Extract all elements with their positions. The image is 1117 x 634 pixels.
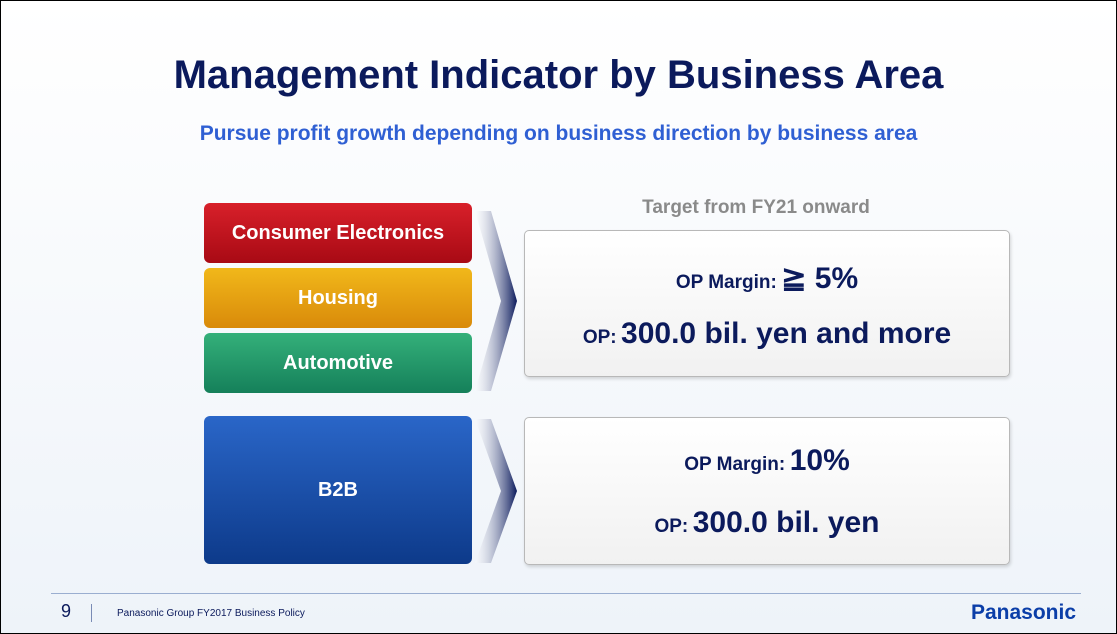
margin-line: OP Margin: 10% [525, 444, 1009, 478]
title: Management Indicator by Business Area [173, 53, 944, 97]
arrows [475, 211, 517, 563]
target-box: OP Margin: ≧ 5% OP: 300.0 bil. yen and m… [524, 230, 1010, 377]
label: OP: [582, 327, 617, 348]
segment-housing: Housing [204, 268, 472, 328]
footer-line [51, 593, 1081, 594]
arrow [475, 211, 517, 391]
segment-b2b: B2B [204, 416, 472, 564]
target-label: Target from FY21 onward [642, 197, 870, 218]
page-number: 9 [61, 601, 72, 621]
separator [91, 604, 92, 622]
margin-line: OP Margin: ≧ 5% [525, 261, 1009, 296]
value: 10% [789, 444, 850, 477]
subtitle: Pursue profit growth depending on busine… [199, 122, 918, 145]
segment-automotive: Automotive [204, 333, 472, 393]
label: OP: [654, 516, 689, 537]
label: OP Margin: [684, 454, 786, 475]
value: 300.0 bil. yen [692, 506, 880, 539]
op-line: OP: 300.0 bil. yen [525, 506, 1009, 540]
op-line: OP: 300.0 bil. yen and more [525, 317, 1009, 351]
arrow [475, 419, 517, 563]
logo: Panasonic [970, 601, 1076, 624]
value: 300.0 bil. yen and more [621, 317, 952, 350]
segment-consumer: Consumer Electronics [204, 203, 472, 263]
footer-text: Panasonic Group FY2017 Business Policy [117, 608, 305, 619]
target-box: OP Margin: 10% OP: 300.0 bil. yen [524, 417, 1010, 565]
label: OP Margin: [675, 272, 777, 293]
value: ≧ 5% [781, 262, 859, 295]
